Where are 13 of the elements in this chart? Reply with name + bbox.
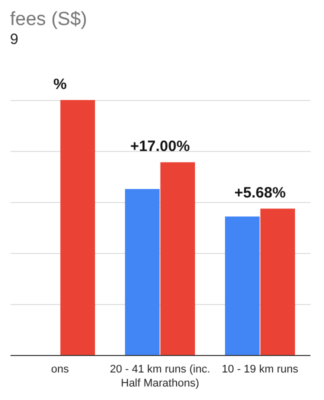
chart-subtitle: 9 <box>10 31 18 48</box>
annotation: +17.00% <box>130 138 190 156</box>
x-tick-label: ons <box>51 364 70 376</box>
x-tick-label: 20 - 41 km runs (inc. Half Marathons) <box>110 364 210 390</box>
bar <box>225 216 260 355</box>
chart-title: fees (S$) <box>10 9 88 30</box>
bar <box>260 208 295 355</box>
bar <box>125 188 160 355</box>
x-tick-label: 10 - 19 km runs <box>222 364 299 376</box>
bar <box>160 162 195 355</box>
bar <box>60 100 95 355</box>
annotation: % <box>53 76 67 93</box>
annotation: +5.68% <box>234 184 286 202</box>
